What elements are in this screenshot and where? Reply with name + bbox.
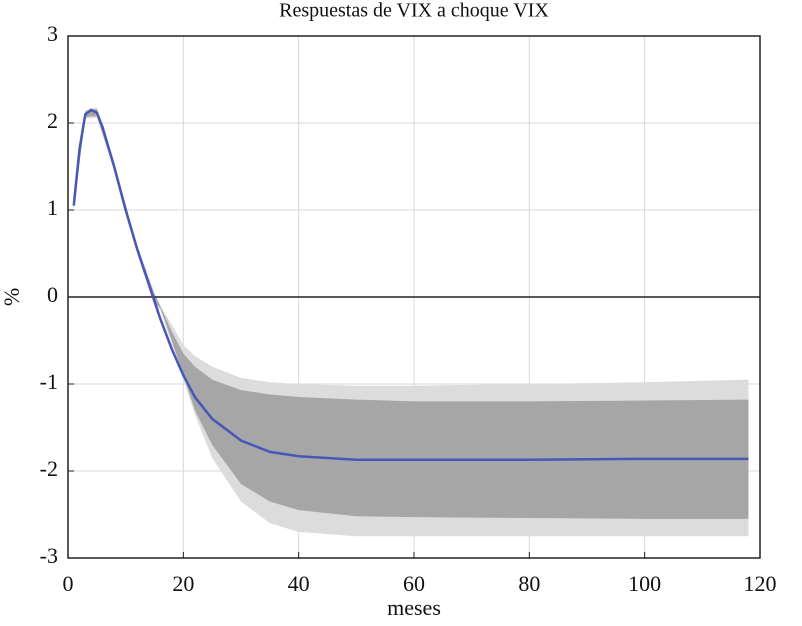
x-tick-label: 100: [628, 571, 661, 596]
y-tick-label: 0: [47, 282, 58, 307]
y-tick-label: 3: [47, 21, 58, 46]
y-tick-label: -2: [40, 456, 58, 481]
x-axis-label: meses: [387, 595, 441, 620]
line: [72, 108, 749, 461]
x-tick-label: 20: [172, 571, 194, 596]
y-tick-label: -3: [40, 543, 58, 568]
confidence-band: [73, 109, 749, 519]
x-tick-label: 0: [63, 571, 74, 596]
y-tick-label: 1: [47, 195, 58, 220]
y-tick-label: 2: [47, 108, 58, 133]
x-tick-label: 60: [403, 571, 425, 596]
x-tick-label: 120: [744, 571, 777, 596]
x-tick-label: 80: [518, 571, 540, 596]
y-tick-label: -1: [40, 369, 58, 394]
x-tick-label: 40: [288, 571, 310, 596]
chart-title: Respuestas de VIX a choque VIX: [279, 0, 549, 22]
y-axis-label: %: [0, 288, 24, 306]
